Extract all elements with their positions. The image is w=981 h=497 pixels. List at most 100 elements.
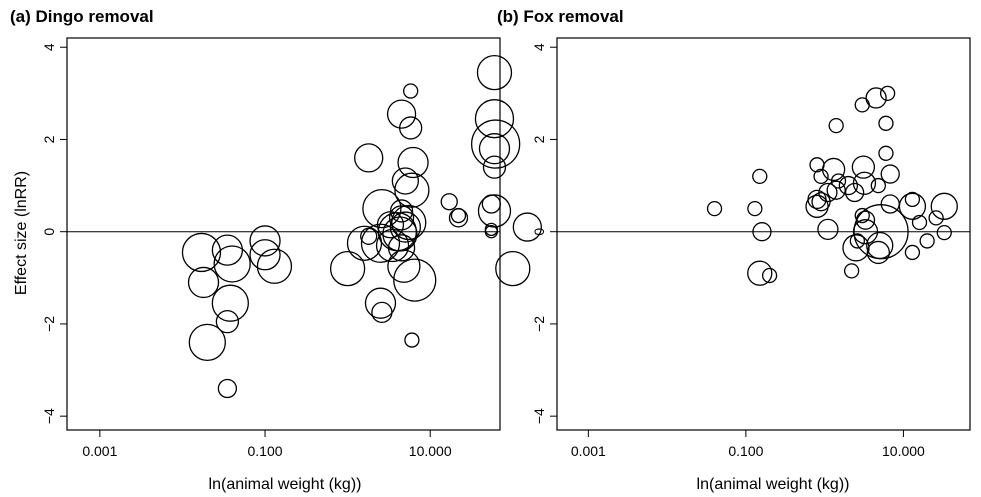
data-point bbox=[181, 232, 222, 273]
data-point bbox=[394, 172, 430, 208]
y-axis: −4 −2 0 2 4 bbox=[41, 43, 67, 424]
data-point bbox=[838, 175, 859, 196]
y-axis: −4 −2 0 2 4 bbox=[531, 43, 557, 424]
data-point bbox=[450, 207, 467, 224]
data-point bbox=[821, 157, 846, 182]
data-point bbox=[211, 284, 249, 322]
data-point bbox=[371, 301, 393, 324]
data-point bbox=[852, 171, 877, 195]
data-point bbox=[936, 224, 952, 241]
data-point bbox=[403, 83, 419, 99]
data-point bbox=[843, 263, 860, 279]
data-point bbox=[865, 87, 887, 109]
data-point bbox=[826, 180, 846, 200]
data-point bbox=[399, 116, 423, 140]
panel-fox-removal: (b) Fox removal ln(animal weight (kg)) 0… bbox=[497, 7, 971, 493]
data-point bbox=[919, 233, 935, 249]
x-axis: 0.001 0.100 10.000 bbox=[571, 430, 925, 459]
data-point bbox=[930, 192, 958, 220]
data-point bbox=[256, 248, 293, 284]
y-tick-label: 0 bbox=[531, 228, 547, 236]
data-point bbox=[215, 309, 240, 334]
data-point bbox=[397, 146, 429, 179]
data-point bbox=[747, 260, 773, 286]
y-tick-label: 0 bbox=[41, 228, 57, 236]
data-point bbox=[389, 199, 414, 223]
data-point bbox=[484, 225, 499, 239]
data-point bbox=[249, 239, 281, 271]
x-tick-label: 0.100 bbox=[248, 443, 283, 459]
data-point bbox=[512, 212, 542, 242]
data-point bbox=[706, 200, 723, 217]
data-point bbox=[391, 167, 419, 195]
x-axis-title: ln(animal weight (kg)) bbox=[697, 476, 850, 493]
data-points bbox=[181, 54, 542, 399]
plot-frame bbox=[556, 37, 971, 431]
panel-title-dingo: (a) Dingo removal bbox=[10, 7, 154, 26]
data-point bbox=[387, 234, 416, 262]
data-point bbox=[828, 117, 844, 134]
data-point bbox=[817, 218, 839, 241]
y-tick-label: 2 bbox=[531, 135, 547, 143]
data-point bbox=[849, 233, 865, 249]
data-point bbox=[386, 99, 417, 129]
data-point bbox=[354, 143, 384, 173]
y-axis-title: Effect size (lnRR) bbox=[13, 171, 30, 295]
data-point bbox=[404, 332, 420, 348]
data-point bbox=[870, 177, 886, 194]
data-point bbox=[249, 225, 281, 257]
x-axis: 0.001 0.100 10.000 bbox=[82, 430, 452, 459]
data-point bbox=[752, 222, 772, 242]
data-point bbox=[813, 168, 829, 185]
data-point bbox=[393, 258, 437, 302]
y-tick-label: −4 bbox=[531, 408, 547, 424]
data-point bbox=[188, 323, 226, 362]
data-point bbox=[474, 99, 515, 139]
data-point bbox=[391, 204, 427, 241]
x-tick-label: 0.001 bbox=[82, 443, 117, 459]
panel-title-fox: (b) Fox removal bbox=[497, 7, 624, 26]
data-point bbox=[478, 133, 511, 165]
data-point bbox=[476, 54, 513, 91]
data-point bbox=[844, 182, 865, 203]
data-point bbox=[213, 245, 251, 283]
y-tick-label: −2 bbox=[41, 316, 57, 332]
data-point bbox=[495, 250, 531, 287]
data-point bbox=[878, 115, 894, 131]
data-point bbox=[470, 119, 521, 169]
data-point bbox=[805, 194, 829, 218]
data-point bbox=[880, 164, 900, 184]
data-point bbox=[211, 234, 244, 266]
data-point bbox=[747, 200, 763, 217]
data-point bbox=[360, 223, 401, 263]
x-tick-label: 0.100 bbox=[728, 443, 763, 459]
data-point bbox=[761, 267, 778, 284]
data-points bbox=[706, 85, 958, 286]
data-point bbox=[477, 194, 512, 228]
data-point bbox=[904, 191, 921, 208]
data-point bbox=[329, 250, 366, 287]
data-point bbox=[362, 188, 402, 229]
data-point bbox=[440, 193, 458, 211]
data-point bbox=[752, 168, 768, 185]
y-tick-label: −2 bbox=[531, 316, 547, 332]
x-axis-title: ln(animal weight (kg)) bbox=[209, 476, 362, 493]
data-point bbox=[898, 192, 927, 220]
data-point bbox=[818, 182, 838, 203]
data-point bbox=[904, 244, 921, 261]
data-point bbox=[187, 266, 220, 299]
data-point bbox=[854, 97, 870, 113]
y-tick-label: 2 bbox=[41, 135, 57, 143]
plot-frame bbox=[66, 37, 501, 431]
data-point bbox=[878, 145, 894, 161]
data-point bbox=[387, 249, 421, 283]
data-point bbox=[388, 205, 415, 231]
data-point bbox=[364, 287, 397, 319]
data-point bbox=[866, 240, 890, 265]
y-tick-label: −4 bbox=[41, 408, 57, 424]
data-point bbox=[375, 228, 410, 263]
x-tick-label: 0.001 bbox=[571, 443, 606, 459]
x-tick-label: 10.000 bbox=[409, 443, 452, 459]
y-tick-label: 4 bbox=[531, 43, 547, 51]
